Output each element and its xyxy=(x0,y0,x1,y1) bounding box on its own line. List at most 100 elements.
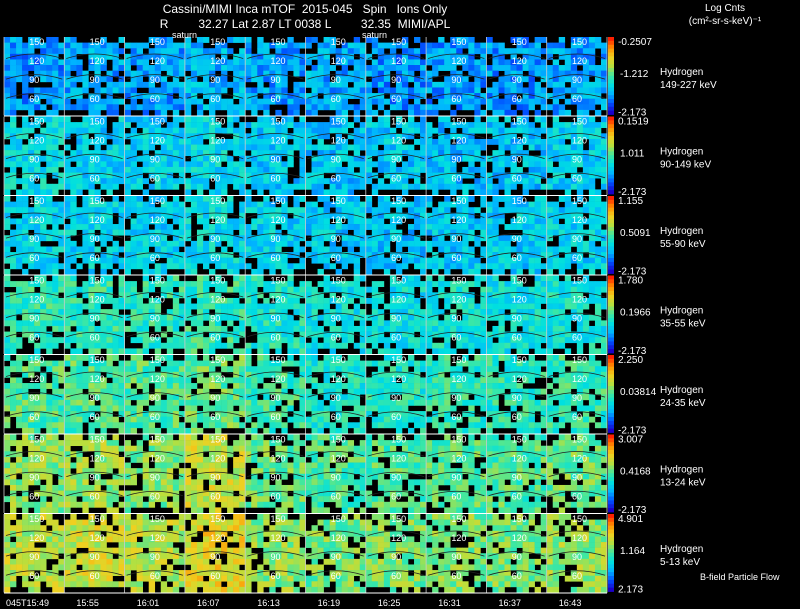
heatmap-cell xyxy=(329,155,336,162)
heatmap-cell xyxy=(534,161,541,168)
heatmap-cell xyxy=(570,235,578,242)
heatmap-cell xyxy=(112,155,119,162)
heatmap-cell xyxy=(468,150,475,157)
heatmap-cell xyxy=(239,144,246,151)
heatmap-cell xyxy=(124,263,131,270)
heatmap-cell xyxy=(94,286,101,293)
heatmap-cell xyxy=(486,178,493,185)
heatmap-cell xyxy=(474,189,481,196)
heatmap-cell xyxy=(552,201,560,208)
heatmap-cell xyxy=(594,201,602,208)
heatmap-cell xyxy=(564,201,572,208)
heatmap-cell xyxy=(58,87,65,94)
heatmap-cell xyxy=(28,286,35,293)
heatmap-cell xyxy=(492,48,499,55)
heatmap-cell xyxy=(594,309,602,316)
heatmap-cell xyxy=(588,98,596,105)
heatmap-cell xyxy=(178,42,186,49)
heatmap-cell xyxy=(414,207,421,214)
heatmap-cell xyxy=(227,229,234,236)
heatmap-cell xyxy=(588,201,596,208)
heatmap-cell xyxy=(46,320,53,327)
heatmap-cell xyxy=(552,183,560,190)
heatmap-cell xyxy=(582,155,590,162)
heatmap-cell xyxy=(389,98,397,105)
heatmap-cell xyxy=(444,229,451,236)
heatmap-cell xyxy=(34,93,41,99)
heatmap-cell xyxy=(540,116,547,123)
pitch-angle-contour xyxy=(66,292,123,298)
heatmap-cell xyxy=(245,207,252,214)
heatmap-cell xyxy=(233,104,240,111)
heatmap-cell xyxy=(510,263,517,270)
heatmap-cell xyxy=(522,150,529,157)
heatmap-cell xyxy=(88,218,95,225)
heatmap-cell xyxy=(528,268,535,275)
heatmap-cell xyxy=(299,337,306,344)
heatmap-cell xyxy=(492,127,499,134)
heatmap-cell xyxy=(100,87,107,94)
heatmap-cell xyxy=(233,65,240,71)
heatmap-cell xyxy=(516,342,523,349)
heatmap-cell xyxy=(118,65,125,71)
heatmap-cell xyxy=(202,342,210,349)
heatmap-cell xyxy=(552,116,560,123)
heatmap-cell xyxy=(148,133,156,140)
pitch-angle-contour xyxy=(367,93,425,99)
heatmap-cell xyxy=(245,252,252,258)
heatmap-cell xyxy=(82,116,89,123)
heatmap-cell xyxy=(299,172,306,179)
heatmap-cell xyxy=(221,172,228,179)
heatmap-cell xyxy=(112,309,119,316)
heatmap-cell xyxy=(233,218,240,225)
heatmap-cell xyxy=(190,320,198,327)
heatmap-cell xyxy=(305,224,312,230)
heatmap-cell xyxy=(498,42,505,49)
heatmap-cell xyxy=(528,297,535,304)
heatmap-cell xyxy=(293,218,300,225)
heatmap-cell xyxy=(269,172,276,179)
heatmap-cell xyxy=(202,155,210,162)
heatmap-cell xyxy=(347,178,355,185)
heatmap-cell xyxy=(184,342,192,349)
heatmap-cell xyxy=(353,48,361,55)
heatmap-cell xyxy=(420,224,427,230)
heatmap-cell xyxy=(522,104,529,111)
heatmap-cell xyxy=(22,309,29,316)
heatmap-cell xyxy=(160,166,168,173)
heatmap-cell xyxy=(16,127,23,134)
heatmap-cell xyxy=(76,87,83,94)
heatmap-cell xyxy=(52,116,59,123)
heatmap-cell xyxy=(462,320,469,327)
heatmap-cell xyxy=(462,104,469,111)
pitch-angle-contour xyxy=(66,53,123,59)
heatmap-cell xyxy=(202,314,210,321)
heatmap-cell xyxy=(588,314,596,321)
heatmap-cell xyxy=(335,252,342,258)
heatmap-cell xyxy=(287,59,294,66)
heatmap-cell xyxy=(456,320,463,327)
heatmap-cell xyxy=(389,138,397,145)
heatmap-cell xyxy=(58,161,65,168)
heatmap-cell xyxy=(239,122,246,129)
pitch-angle-contour xyxy=(126,252,184,258)
heatmap-cell xyxy=(16,65,23,71)
heatmap-cell xyxy=(462,138,469,145)
heatmap-cell xyxy=(335,133,342,140)
contour-label: 90 xyxy=(210,234,220,244)
heatmap-cell xyxy=(576,246,584,253)
heatmap-cell xyxy=(335,281,342,288)
heatmap-cell xyxy=(239,133,246,140)
heatmap-cell xyxy=(462,166,469,173)
heatmap-cell xyxy=(275,161,282,168)
heatmap-cell xyxy=(504,178,511,185)
heatmap-cell xyxy=(480,166,487,173)
heatmap-cell xyxy=(281,297,288,304)
heatmap-cell xyxy=(570,122,578,129)
heatmap-cell xyxy=(82,104,89,111)
heatmap-cell xyxy=(100,59,107,66)
heatmap-cell xyxy=(148,116,156,123)
heatmap-cell xyxy=(498,161,505,168)
heatmap-cell xyxy=(401,337,409,344)
heatmap-cell xyxy=(16,342,23,349)
